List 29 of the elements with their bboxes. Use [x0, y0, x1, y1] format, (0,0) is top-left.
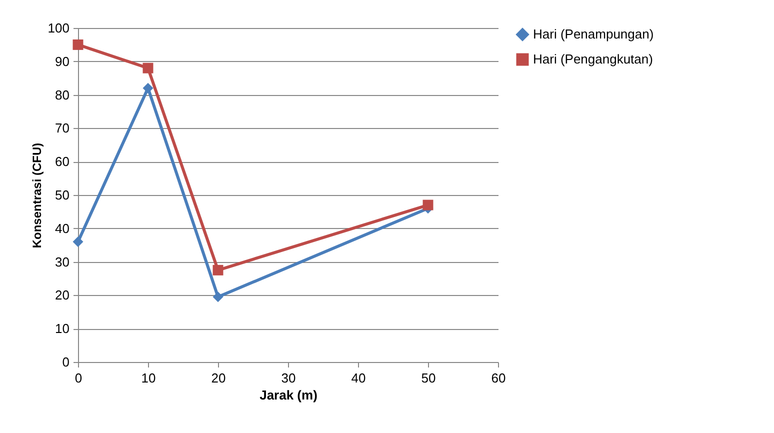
x-tick-label: 30: [281, 370, 296, 386]
y-tick-label: 80: [55, 87, 70, 102]
x-tick-label: 10: [141, 370, 156, 386]
y-tick-label: 0: [62, 354, 70, 370]
y-tick-label: 70: [55, 120, 70, 136]
legend-label: Hari (Penampungan): [533, 26, 654, 42]
point: [212, 264, 224, 276]
x-tick-label: 60: [491, 370, 506, 386]
x-tick-label: 0: [74, 370, 82, 386]
y-tick-label: 40: [55, 220, 70, 236]
y-tick-label: 90: [55, 54, 70, 69]
y-tick-label: 10: [55, 321, 70, 336]
y-tick-label: 100: [48, 20, 70, 36]
y-tick-label: 30: [55, 254, 70, 270]
point: [72, 39, 84, 50]
x-tick-label: 20: [211, 370, 226, 386]
y-tick-label: 20: [55, 288, 70, 303]
point: [142, 82, 154, 94]
point: [142, 62, 154, 74]
y-axis-title: Konsentrasi (CFU): [30, 142, 44, 248]
point: [72, 236, 84, 248]
legend-label: Hari (Pengangkutan): [533, 52, 653, 66]
x-tick-label: 50: [421, 370, 436, 386]
x-tick-label: 40: [351, 370, 366, 386]
point: [422, 200, 434, 210]
point: [212, 292, 224, 302]
x-axis-title: Jarak (m): [260, 388, 318, 402]
y-tick-label: 50: [55, 188, 70, 202]
y-tick-label: 60: [55, 154, 70, 170]
